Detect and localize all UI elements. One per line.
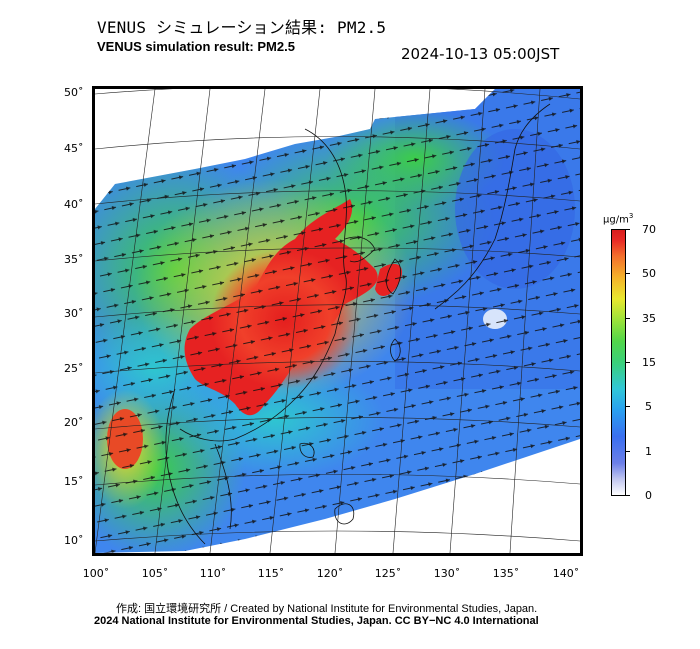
colorbar-label-35: 35: [642, 312, 656, 325]
colorbar-label-70: 70: [642, 223, 656, 236]
colorbar-unit: μg/m3: [603, 212, 633, 225]
map-title-english: VENUS simulation result: PM2.5: [97, 39, 295, 54]
colorbar-label-50: 50: [642, 267, 656, 280]
colorbar-label-5: 5: [645, 400, 652, 413]
map-title-japanese: VENUS シミュレーション結果: PM2.5: [97, 18, 387, 37]
colorbar-unit-main: μg/m: [603, 214, 629, 226]
credit-line-2: 2024 National Institute for Environmenta…: [94, 615, 539, 627]
colorbar-tick: [626, 362, 630, 363]
colorbar-tick: [626, 406, 630, 407]
colorbar-unit-superscript: 3: [628, 212, 634, 220]
lat-label-50: 50˚: [64, 86, 84, 99]
lon-label-125: 125˚: [374, 567, 402, 580]
lat-label-30: 30˚: [64, 307, 84, 320]
lat-label-45: 45˚: [64, 142, 84, 155]
colorbar-tick: [626, 318, 630, 319]
colorbar: [611, 229, 626, 496]
colorbar-tick: [626, 273, 630, 274]
colorbar-label-15: 15: [642, 356, 656, 369]
colorbar-tick: [626, 451, 630, 452]
colorbar-tick: [626, 495, 630, 496]
lon-label-140: 140˚: [552, 567, 580, 580]
lon-label-130: 130˚: [433, 567, 461, 580]
colorbar-tick: [626, 229, 630, 230]
lon-label-135: 135˚: [492, 567, 520, 580]
lon-label-100: 100˚: [82, 567, 110, 580]
lon-label-115: 115˚: [257, 567, 285, 580]
credit-line-1: 作成: 国立環境研究所 / Created by National Instit…: [116, 603, 538, 615]
lat-label-40: 40˚: [64, 198, 84, 211]
lon-label-120: 120˚: [316, 567, 344, 580]
forecast-timestamp: 2024-10-13 05:00JST: [401, 45, 560, 63]
lat-label-25: 25˚: [64, 362, 84, 375]
lat-label-10: 10˚: [64, 534, 84, 547]
colorbar-label-0: 0: [645, 489, 652, 502]
map-frame: [92, 86, 583, 556]
lat-label-35: 35˚: [64, 253, 84, 266]
lat-label-20: 20˚: [64, 416, 84, 429]
colorbar-label-1: 1: [645, 445, 652, 458]
lon-label-105: 105˚: [141, 567, 169, 580]
pm25-map: [95, 89, 580, 553]
lon-label-110: 110˚: [199, 567, 227, 580]
lat-label-15: 15˚: [64, 475, 84, 488]
